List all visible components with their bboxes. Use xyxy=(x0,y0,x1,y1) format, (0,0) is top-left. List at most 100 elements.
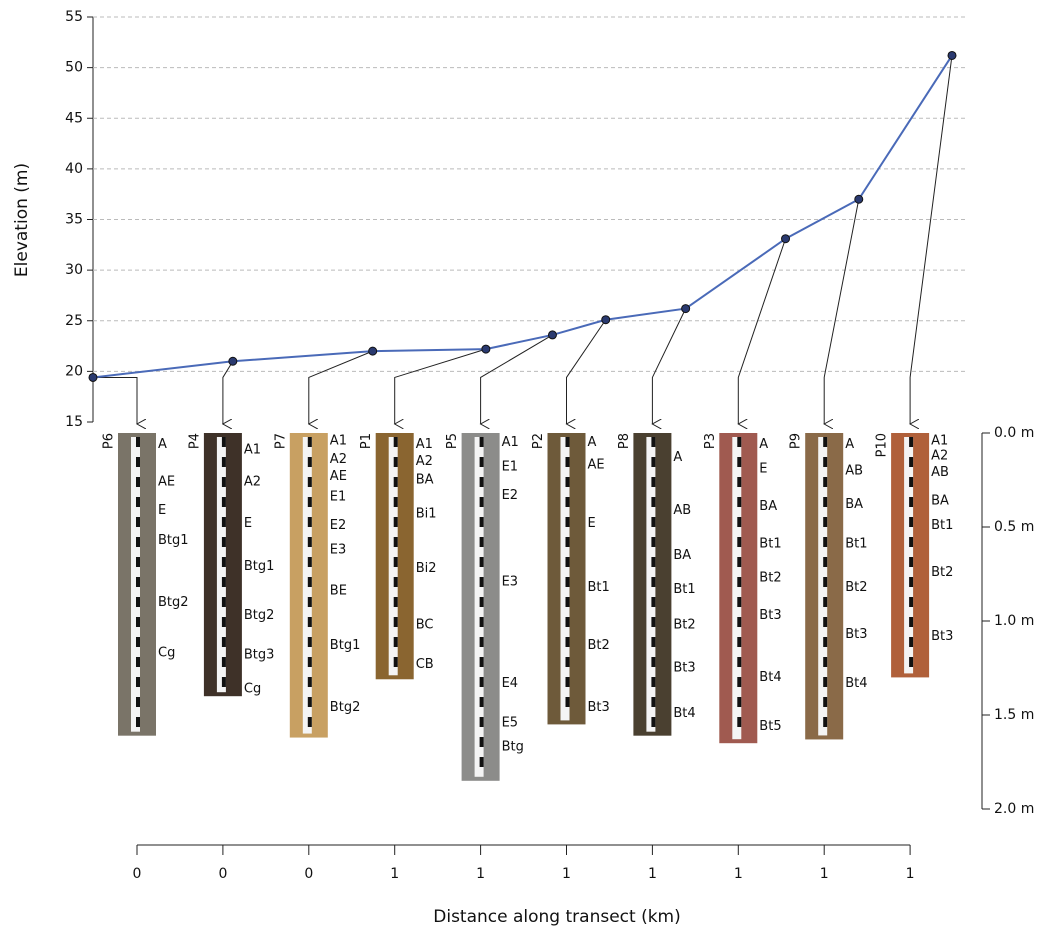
horizon-label: Btg2 xyxy=(158,595,189,610)
horizon-label: A1 xyxy=(244,443,261,458)
horizon-label: AE xyxy=(158,475,175,490)
tape-mark xyxy=(909,477,914,487)
tape-mark xyxy=(823,457,828,467)
horizon-label: Bt4 xyxy=(673,706,695,721)
horizon-label: E5 xyxy=(502,715,518,730)
tape-mark xyxy=(737,637,742,647)
horizon-label: BC xyxy=(416,618,434,633)
tape-mark xyxy=(737,477,742,487)
x-tick-label: 1 xyxy=(820,866,829,882)
tape-mark xyxy=(565,697,570,707)
tape-mark xyxy=(565,497,570,507)
tape-mark xyxy=(651,577,656,587)
tape-mark xyxy=(737,457,742,467)
tape-mark xyxy=(221,637,226,647)
horizon-label: E xyxy=(759,461,767,476)
tape-mark xyxy=(136,437,140,447)
tape-mark xyxy=(651,697,656,707)
horizon-label: Bt2 xyxy=(673,618,695,633)
profile-name: P5 xyxy=(445,433,460,449)
tape-mark xyxy=(737,577,742,587)
horizon-label: A2 xyxy=(330,452,347,467)
tape-mark xyxy=(737,677,742,687)
tape-mark xyxy=(823,677,828,687)
y-axis-title: Elevation (m) xyxy=(12,163,32,277)
tape-mark xyxy=(651,437,656,447)
tape-mark xyxy=(823,437,828,447)
tape-mark xyxy=(393,637,398,647)
tape-mark xyxy=(221,497,226,507)
tape-mark xyxy=(307,497,312,507)
horizon-label: CB xyxy=(416,657,434,672)
tape-mark xyxy=(479,637,484,647)
tape-mark xyxy=(565,477,570,487)
y-tick-label: 30 xyxy=(65,262,83,278)
tape xyxy=(302,437,312,734)
tape-mark xyxy=(823,517,828,527)
tape-mark xyxy=(823,497,828,507)
tape-mark xyxy=(307,677,312,687)
tape-mark xyxy=(737,657,742,667)
y-tick-label: 35 xyxy=(65,212,83,228)
connector xyxy=(824,199,860,424)
horizon-label: A2 xyxy=(931,448,948,463)
tape-mark xyxy=(737,617,742,627)
tape-mark xyxy=(909,597,914,607)
tape-mark xyxy=(823,577,828,587)
horizon-label: Bt5 xyxy=(759,719,781,734)
horizon-label: Btg2 xyxy=(330,700,361,715)
connector xyxy=(481,334,553,424)
y-tick-label: 15 xyxy=(65,414,83,430)
tape-mark xyxy=(307,577,312,587)
tape-mark xyxy=(136,557,140,567)
horizon-label: Bt1 xyxy=(588,580,610,595)
tape-mark xyxy=(737,437,742,447)
tape xyxy=(560,437,570,721)
tape-mark xyxy=(221,557,226,567)
connector xyxy=(309,350,373,424)
horizon-label: Cg xyxy=(244,681,261,696)
elevation-point xyxy=(681,304,691,314)
horizon-label: Bt3 xyxy=(588,700,610,715)
horizon-label: E xyxy=(588,516,596,531)
horizon-label: A xyxy=(588,435,597,450)
tape-mark xyxy=(823,557,828,567)
tape-mark xyxy=(651,657,656,667)
tape xyxy=(818,437,828,736)
tape-mark xyxy=(651,617,656,627)
tape-mark xyxy=(393,477,398,487)
x-tick-label: 1 xyxy=(734,866,743,882)
tape-mark xyxy=(221,597,226,607)
x-tick-label: 1 xyxy=(390,866,399,882)
tape-mark xyxy=(307,637,312,647)
tape xyxy=(732,437,742,740)
tape-mark xyxy=(136,457,140,467)
horizon-label: AE xyxy=(330,469,347,484)
tape-mark xyxy=(823,597,828,607)
tape-mark xyxy=(651,477,656,487)
horizon-label: Btg1 xyxy=(244,559,275,574)
depth-tick-label: 0.5 m xyxy=(994,519,1034,535)
tape-mark xyxy=(393,437,398,447)
horizon-label: A xyxy=(845,437,854,452)
horizon-label: Bt4 xyxy=(759,670,781,685)
tape-mark xyxy=(565,617,570,627)
horizon-label: Bt4 xyxy=(845,676,867,691)
tape-mark xyxy=(307,557,312,567)
tape-mark xyxy=(479,457,484,467)
tape-mark xyxy=(479,577,484,587)
tape xyxy=(131,437,140,732)
tape-mark xyxy=(565,577,570,587)
tape-mark xyxy=(565,517,570,527)
tape-mark xyxy=(393,577,398,587)
tape-mark xyxy=(136,477,140,487)
horizon-label: BE xyxy=(330,584,347,599)
tape-mark xyxy=(737,537,742,547)
elevation-point xyxy=(481,344,491,354)
tape-mark xyxy=(651,637,656,647)
horizon-label: BA xyxy=(416,473,434,488)
horizon-label: Bt3 xyxy=(845,627,867,642)
tape-mark xyxy=(651,597,656,607)
connector xyxy=(652,308,687,424)
tape-mark xyxy=(479,757,484,767)
